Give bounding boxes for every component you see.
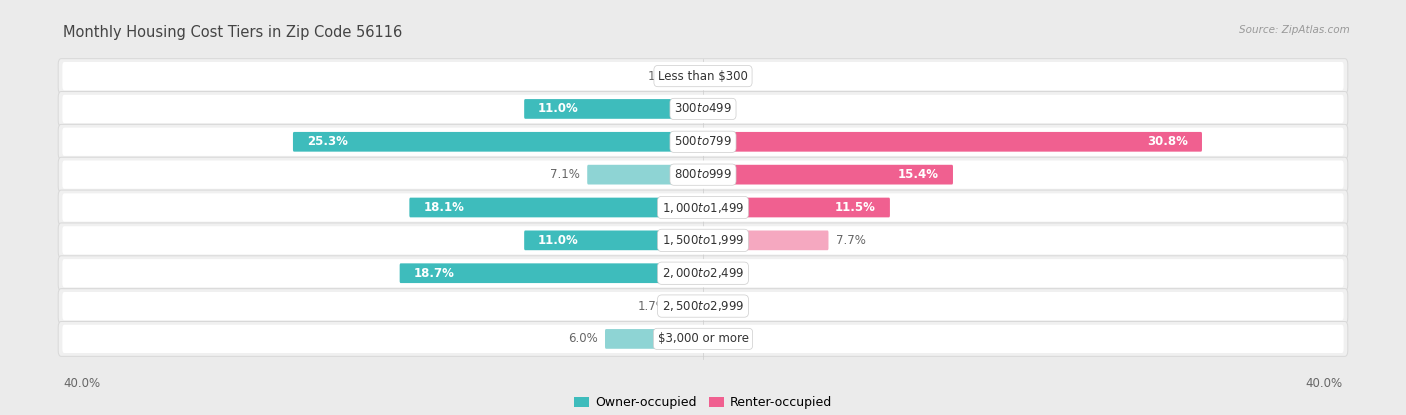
- Text: 7.1%: 7.1%: [550, 168, 581, 181]
- FancyBboxPatch shape: [58, 289, 1348, 323]
- Text: 7.7%: 7.7%: [835, 234, 866, 247]
- FancyBboxPatch shape: [702, 132, 1202, 151]
- FancyBboxPatch shape: [399, 264, 704, 283]
- Text: $800 to $999: $800 to $999: [673, 168, 733, 181]
- Text: 1.1%: 1.1%: [647, 70, 678, 83]
- Text: Monthly Housing Cost Tiers in Zip Code 56116: Monthly Housing Cost Tiers in Zip Code 5…: [63, 25, 402, 40]
- Text: $500 to $799: $500 to $799: [673, 135, 733, 148]
- FancyBboxPatch shape: [62, 325, 1344, 353]
- Text: 40.0%: 40.0%: [63, 377, 100, 390]
- FancyBboxPatch shape: [58, 256, 1348, 290]
- FancyBboxPatch shape: [62, 128, 1344, 156]
- FancyBboxPatch shape: [702, 165, 953, 185]
- FancyBboxPatch shape: [675, 296, 704, 316]
- FancyBboxPatch shape: [58, 223, 1348, 258]
- Text: 25.3%: 25.3%: [307, 135, 347, 148]
- Text: 30.8%: 30.8%: [1147, 135, 1188, 148]
- Text: 18.7%: 18.7%: [413, 267, 454, 280]
- Text: 40.0%: 40.0%: [1306, 377, 1343, 390]
- FancyBboxPatch shape: [702, 198, 890, 217]
- FancyBboxPatch shape: [524, 99, 704, 119]
- Text: 18.1%: 18.1%: [423, 201, 464, 214]
- FancyBboxPatch shape: [58, 92, 1348, 126]
- Text: 11.0%: 11.0%: [538, 234, 579, 247]
- FancyBboxPatch shape: [62, 95, 1344, 123]
- Text: $2,000 to $2,499: $2,000 to $2,499: [662, 266, 744, 280]
- FancyBboxPatch shape: [588, 165, 704, 185]
- FancyBboxPatch shape: [62, 292, 1344, 320]
- FancyBboxPatch shape: [58, 322, 1348, 356]
- Text: 11.0%: 11.0%: [538, 103, 579, 115]
- FancyBboxPatch shape: [409, 198, 704, 217]
- Text: Source: ZipAtlas.com: Source: ZipAtlas.com: [1239, 25, 1350, 35]
- FancyBboxPatch shape: [62, 62, 1344, 90]
- Text: 15.4%: 15.4%: [898, 168, 939, 181]
- FancyBboxPatch shape: [702, 230, 828, 250]
- FancyBboxPatch shape: [58, 59, 1348, 93]
- Text: 11.5%: 11.5%: [835, 201, 876, 214]
- Text: 1.7%: 1.7%: [637, 300, 668, 312]
- Text: $300 to $499: $300 to $499: [673, 103, 733, 115]
- Text: Less than $300: Less than $300: [658, 70, 748, 83]
- Legend: Owner-occupied, Renter-occupied: Owner-occupied, Renter-occupied: [574, 396, 832, 410]
- FancyBboxPatch shape: [524, 230, 704, 250]
- Text: $1,000 to $1,499: $1,000 to $1,499: [662, 200, 744, 215]
- FancyBboxPatch shape: [605, 329, 704, 349]
- FancyBboxPatch shape: [62, 193, 1344, 222]
- FancyBboxPatch shape: [58, 190, 1348, 225]
- FancyBboxPatch shape: [292, 132, 704, 151]
- Text: $2,500 to $2,999: $2,500 to $2,999: [662, 299, 744, 313]
- FancyBboxPatch shape: [62, 161, 1344, 189]
- FancyBboxPatch shape: [58, 157, 1348, 192]
- FancyBboxPatch shape: [62, 259, 1344, 287]
- FancyBboxPatch shape: [62, 226, 1344, 254]
- FancyBboxPatch shape: [58, 124, 1348, 159]
- Text: 6.0%: 6.0%: [568, 332, 598, 345]
- FancyBboxPatch shape: [685, 66, 704, 86]
- Text: $1,500 to $1,999: $1,500 to $1,999: [662, 233, 744, 247]
- Text: $3,000 or more: $3,000 or more: [658, 332, 748, 345]
